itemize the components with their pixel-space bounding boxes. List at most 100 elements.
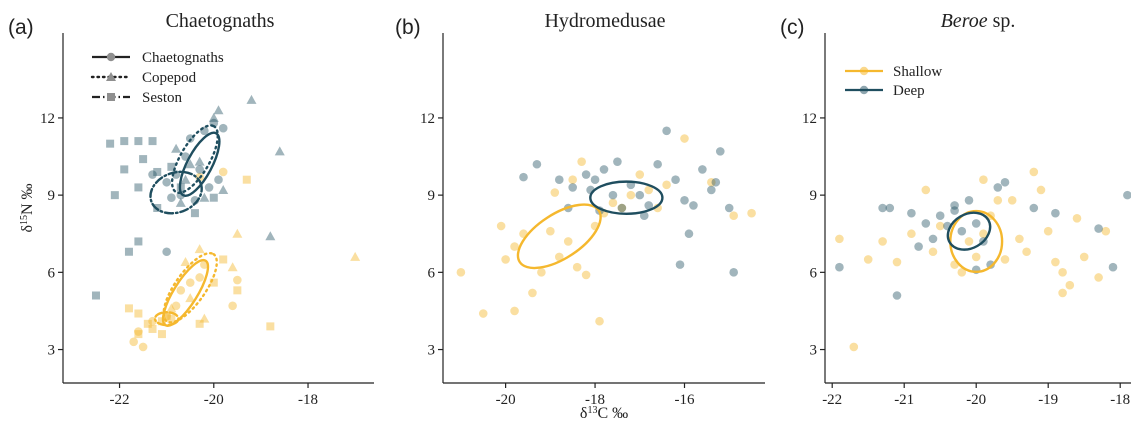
ellipse-shallow-circle <box>516 203 602 270</box>
panel-label-c: (c) <box>780 16 805 39</box>
point-shallow-circle-29 <box>892 257 902 267</box>
point-deep-circle-25 <box>639 211 649 221</box>
point-deep-square-5 <box>139 155 148 164</box>
y-tick-label: 6 <box>428 265 436 281</box>
point-shallow-circle-25 <box>595 316 604 326</box>
point-shallow-square-14 <box>162 312 171 321</box>
point-shallow-circle-28 <box>979 175 988 184</box>
point-shallow-square-11 <box>233 286 242 295</box>
point-deep-square-7 <box>110 191 119 200</box>
legend-label-chaetognaths: Chaetognaths <box>142 50 224 66</box>
point-shallow-circle-22 <box>1065 280 1075 290</box>
point-deep-square-14 <box>124 247 133 256</box>
point-deep-circle-22 <box>1123 190 1131 200</box>
point-shallow-circle-27 <box>577 157 586 166</box>
point-deep-triangle-8 <box>218 184 229 194</box>
point-shallow-square-4 <box>134 330 143 339</box>
y-tick-label: 12 <box>802 111 817 127</box>
point-shallow-circle-7 <box>138 342 148 352</box>
point-shallow-circle-11 <box>581 270 591 280</box>
point-deep-circle-18 <box>715 147 725 156</box>
x-tick-label: -16 <box>675 392 695 408</box>
point-deep-circle-0 <box>532 159 542 169</box>
point-deep-circle-21 <box>729 268 738 277</box>
point-shallow-circle-1 <box>185 278 195 287</box>
point-deep-square-4 <box>120 165 129 174</box>
point-deep-square-6 <box>153 167 162 176</box>
point-deep-square-16 <box>209 193 218 202</box>
y-tick-label: 6 <box>48 265 56 281</box>
point-deep-circle-17 <box>707 185 716 195</box>
chart-title-b: Hydromedusae <box>544 10 665 32</box>
x-tick-label: -18 <box>585 392 605 408</box>
point-shallow-circle-9 <box>195 273 204 282</box>
point-deep-triangle-6 <box>199 192 210 202</box>
legend-marker-circle <box>106 52 116 62</box>
point-shallow-circle-21 <box>680 134 689 143</box>
ellipse-shallow-triangle <box>162 251 218 324</box>
point-deep-circle-0 <box>835 262 844 272</box>
y-tick-label: 9 <box>810 188 818 204</box>
y-tick-label: 12 <box>40 111 55 127</box>
point-shallow-circle-21 <box>1058 268 1067 277</box>
point-deep-square-8 <box>134 183 143 192</box>
point-shallow-triangle-1 <box>194 244 205 254</box>
point-deep-triangle-9 <box>274 146 285 156</box>
point-deep-circle-17 <box>1000 177 1010 187</box>
point-deep-circle-16 <box>993 183 1003 192</box>
panel-c: (c) Beroe sp. -22 -21 -20 -19 -18 3 6 9 12 Shall… <box>780 10 1131 408</box>
point-shallow-triangle-6 <box>350 251 361 261</box>
point-shallow-square-2 <box>143 319 152 328</box>
y-tick-label: 3 <box>428 343 436 359</box>
point-shallow-circle-2 <box>849 342 859 352</box>
x-tick-label: -20 <box>204 392 224 408</box>
ellipse-deep-triangle <box>170 124 219 194</box>
point-shallow-circle-14 <box>1007 195 1017 205</box>
x-axis-title-b: δ13C ‰ <box>580 405 628 423</box>
y-axis-title-a: δ15N ‰ <box>19 183 37 232</box>
point-deep-square-3 <box>148 137 157 146</box>
point-shallow-circle-20 <box>1051 257 1060 267</box>
point-shallow-circle-4 <box>501 255 510 264</box>
marks-a <box>91 94 361 352</box>
point-shallow-circle-2 <box>176 286 186 295</box>
ellipse-deep-circle <box>589 180 664 215</box>
x-tick-label: -21 <box>894 392 914 408</box>
point-shallow-circle-14 <box>608 198 618 208</box>
point-deep-circle-26 <box>613 157 622 166</box>
point-shallow-circle-1 <box>478 309 488 318</box>
point-deep-circle-15 <box>986 260 995 269</box>
point-shallow-circle-6 <box>537 268 546 277</box>
legend-label-deep: Deep <box>893 83 925 99</box>
point-deep-circle-11 <box>957 226 967 236</box>
x-tick-label: -22 <box>822 392 842 408</box>
ellipse-deep-circle <box>946 211 992 251</box>
point-deep-circle-7 <box>204 183 214 192</box>
point-shallow-square-10 <box>219 255 228 264</box>
point-deep-circle-24 <box>971 219 981 228</box>
ticks-c: -22 -21 -20 -19 -18 3 6 9 12 <box>802 111 1130 408</box>
point-shallow-circle-10 <box>971 252 981 262</box>
point-shallow-square-7 <box>167 314 176 323</box>
point-deep-circle-12 <box>662 126 671 136</box>
ellipse-deep-circle <box>178 131 221 197</box>
ellipse-shallow-square <box>153 311 180 327</box>
y-tick-label: 12 <box>420 111 435 127</box>
point-shallow-square-8 <box>195 319 204 328</box>
point-deep-circle-24 <box>519 172 528 182</box>
point-shallow-circle-27 <box>921 185 931 195</box>
point-deep-circle-10 <box>644 201 654 210</box>
point-deep-circle-28 <box>711 177 721 187</box>
point-shallow-circle-23 <box>1072 213 1082 223</box>
point-deep-circle-1 <box>878 203 887 213</box>
point-deep-circle-16 <box>698 165 707 174</box>
point-shallow-circle-22 <box>707 177 716 187</box>
point-shallow-circle-9 <box>563 237 573 246</box>
point-shallow-circle-24 <box>1079 252 1089 262</box>
point-deep-triangle-11 <box>208 112 219 122</box>
point-deep-circle-9 <box>214 175 223 184</box>
point-shallow-triangle-7 <box>185 293 196 303</box>
point-deep-circle-1 <box>554 175 564 184</box>
marks-b <box>456 126 756 326</box>
point-deep-circle-19 <box>724 203 734 213</box>
